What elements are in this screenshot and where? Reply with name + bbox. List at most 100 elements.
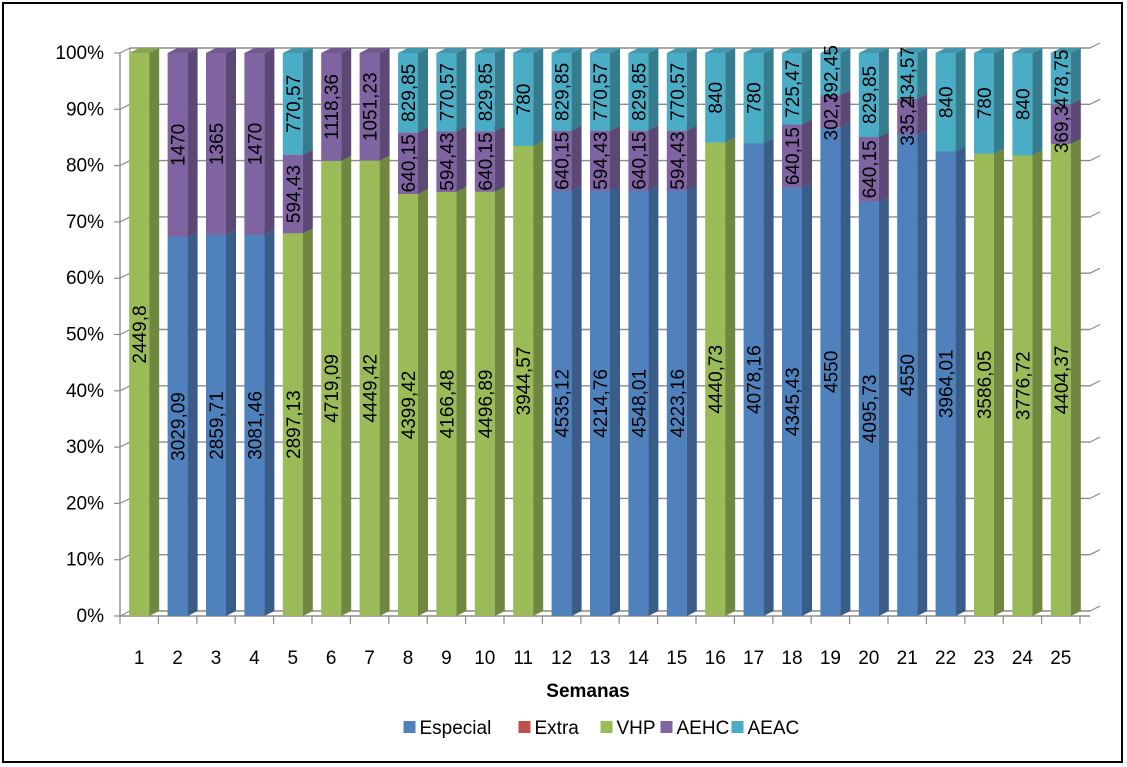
x-tick-label: 8 [403,648,414,669]
bar-segment-side [571,125,582,191]
data-label: 829,85 [399,64,420,122]
bar-segment [820,127,841,617]
bar-segment [666,190,687,616]
bar-segment [398,194,418,616]
bar-segment-side [571,185,582,617]
legend-label: AEAC [748,718,800,739]
data-label: 434,57 [898,47,919,105]
data-label: 392,45 [821,45,842,103]
gridline-depth [119,610,131,617]
y-tick-label: 50% [66,325,104,346]
x-tick-label: 13 [589,648,610,669]
legend-label: Especial [420,718,492,739]
y-tick-label: 90% [66,99,104,120]
data-label: 640,15 [783,127,804,185]
bar-segment-top [858,48,889,53]
bar-segment-side [418,48,428,133]
bar-segment-side [763,138,774,616]
bar-segment-side [648,48,659,131]
data-label: 4345,43 [783,367,804,436]
bar-segment-side [341,155,352,616]
bar-segment-side [917,93,928,135]
bar-segment [167,236,188,616]
bar-segment-top [666,48,697,53]
bar-segment-side [725,48,736,143]
bar-segment [666,53,687,131]
y-tick-label: 40% [66,381,104,402]
bar-segment [705,53,726,143]
data-label: 2449,8 [130,305,151,363]
bar-segment [858,201,879,616]
bar-segment [282,154,303,234]
bar-segment-top [743,48,774,53]
gridline-depth [119,497,131,504]
legend-swatch [731,721,744,733]
bar-segment [359,160,380,616]
y-tick-label: 100% [55,43,104,64]
bar-segment [282,233,303,616]
bar-segment [782,53,802,125]
bar-segment-top [1012,48,1043,53]
bar-segment-side [302,228,313,616]
bar-segment [974,53,994,154]
bar-segment [590,53,610,131]
bar-segment-side [955,48,966,152]
bar-segment-side [264,48,275,235]
bar-segment-side [802,182,812,616]
gridline-depth [119,47,131,54]
data-label: 840 [937,86,958,118]
data-label: 2897,13 [284,390,305,459]
data-label: 369,31 [1052,95,1073,153]
data-label: 640,15 [399,134,420,192]
bar-segment-top [398,48,428,53]
bar-segment-side [341,48,352,161]
gridline-depth [119,216,131,223]
bar-segment-side [994,48,1004,154]
bar-segment-side [878,48,889,137]
bar-segment [513,145,534,617]
gridline-depth [1089,42,1101,49]
bar-segment [743,143,764,616]
bar-segment [1050,143,1071,616]
bar-segment-top [436,48,467,53]
x-tick-label: 25 [1050,648,1071,669]
bar-segment-top [974,48,1004,53]
bar-segment-top [321,48,352,53]
bar-segment-side [571,48,582,131]
gridline-depth [1089,267,1101,274]
bar-segment [590,130,610,191]
data-label: 2859,71 [207,391,228,460]
bar-segment-side [686,48,697,131]
bar-segment [935,151,956,617]
bar-segment-side [917,48,928,99]
bar-segment [474,53,495,132]
bar-segment [628,130,649,191]
data-label: 4535,12 [553,369,574,438]
bar-segment [474,131,495,192]
bar-segment [129,53,150,616]
gridline-depth [1089,98,1101,105]
data-label: 3029,09 [169,392,190,461]
bar-segment [551,53,572,131]
x-tick-label: 19 [820,648,841,669]
x-tick-label: 16 [705,648,726,669]
bar-segment-side [610,185,620,616]
data-label: 1051,23 [361,72,382,141]
x-tick-label: 17 [743,648,764,669]
bar-segment [436,53,457,132]
bar-segment-top [1050,48,1081,53]
data-label: 4223,16 [668,369,689,438]
y-tick-label: 0% [77,606,105,627]
bar-segment-side [955,146,966,617]
data-label: 640,15 [553,132,574,190]
y-tick-label: 60% [66,268,104,289]
bar-segment [206,53,226,235]
bar-segment-side [187,48,198,237]
data-label: 594,43 [284,165,305,223]
bar-segment-side [533,140,544,617]
bar-segment [321,160,342,616]
bar-segment [590,190,610,616]
x-tick-label: 15 [666,648,687,669]
bar-segment-side [1032,48,1043,156]
bar-segment [398,53,418,133]
